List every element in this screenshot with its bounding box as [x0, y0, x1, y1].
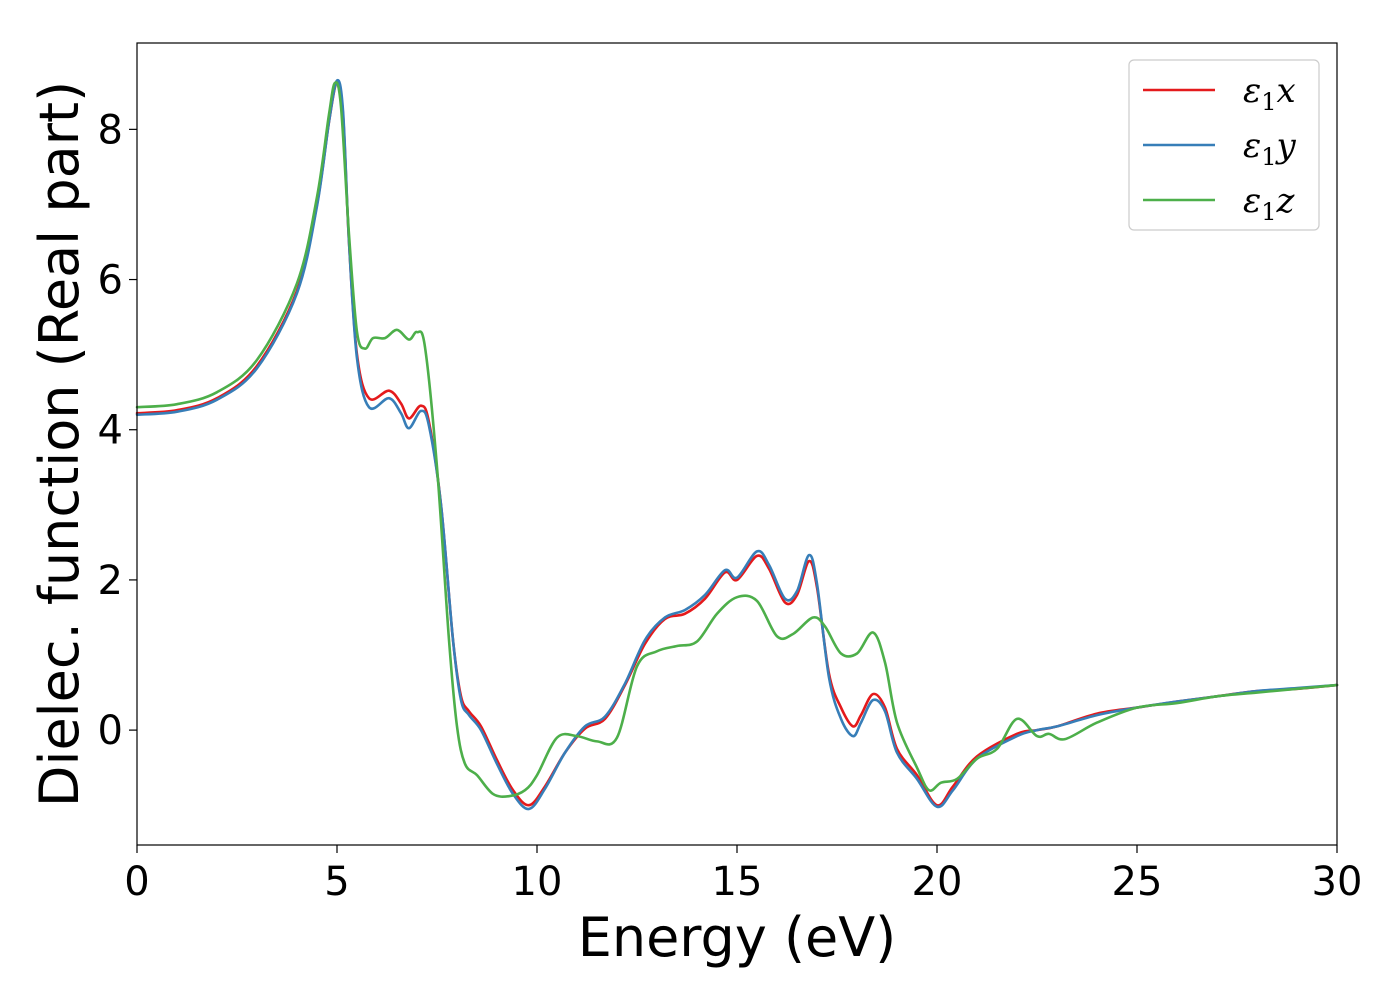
x-tick-label: 25 — [1112, 859, 1163, 905]
y-tick-label: 2 — [98, 558, 123, 604]
legend-subscript: 1 — [1261, 88, 1276, 116]
y-tick-label: 0 — [98, 708, 123, 754]
x-tick-label: 10 — [512, 859, 563, 905]
legend-label-y: ε1y — [1243, 126, 1297, 171]
x-tick-label: 0 — [124, 859, 149, 905]
legend-symbol: ε — [1243, 126, 1261, 166]
x-axis-label: Energy (eV) — [578, 906, 897, 969]
x-tick-label: 15 — [712, 859, 763, 905]
legend-component: x — [1277, 71, 1296, 111]
legend-component: z — [1276, 181, 1296, 221]
x-tick-label: 5 — [324, 859, 349, 905]
legend-subscript: 1 — [1261, 143, 1276, 171]
y-tick-label: 4 — [98, 408, 123, 454]
legend-symbol: ε — [1243, 71, 1261, 111]
x-tick-label: 20 — [912, 859, 963, 905]
y-tick-label: 6 — [98, 258, 123, 304]
series-line-z — [135, 81, 1339, 798]
legend-label-z: ε1z — [1243, 181, 1296, 226]
legend-subscript: 1 — [1261, 198, 1276, 226]
x-axis-ticks: 0 5 10 15 20 25 30 — [124, 845, 1362, 905]
y-tick-label: 8 — [98, 107, 123, 153]
legend-component: y — [1275, 126, 1297, 166]
legend-box — [1128, 59, 1320, 231]
legend-label-x: ε1x — [1243, 71, 1296, 116]
y-axis-ticks: 0 2 4 6 8 — [98, 107, 137, 754]
legend-symbol: ε — [1243, 181, 1261, 221]
series-layer — [135, 78, 1339, 811]
y-axis-label: Dielec. function (Real part) — [28, 81, 91, 807]
series-line-y — [135, 78, 1339, 811]
x-tick-label: 30 — [1312, 859, 1363, 905]
